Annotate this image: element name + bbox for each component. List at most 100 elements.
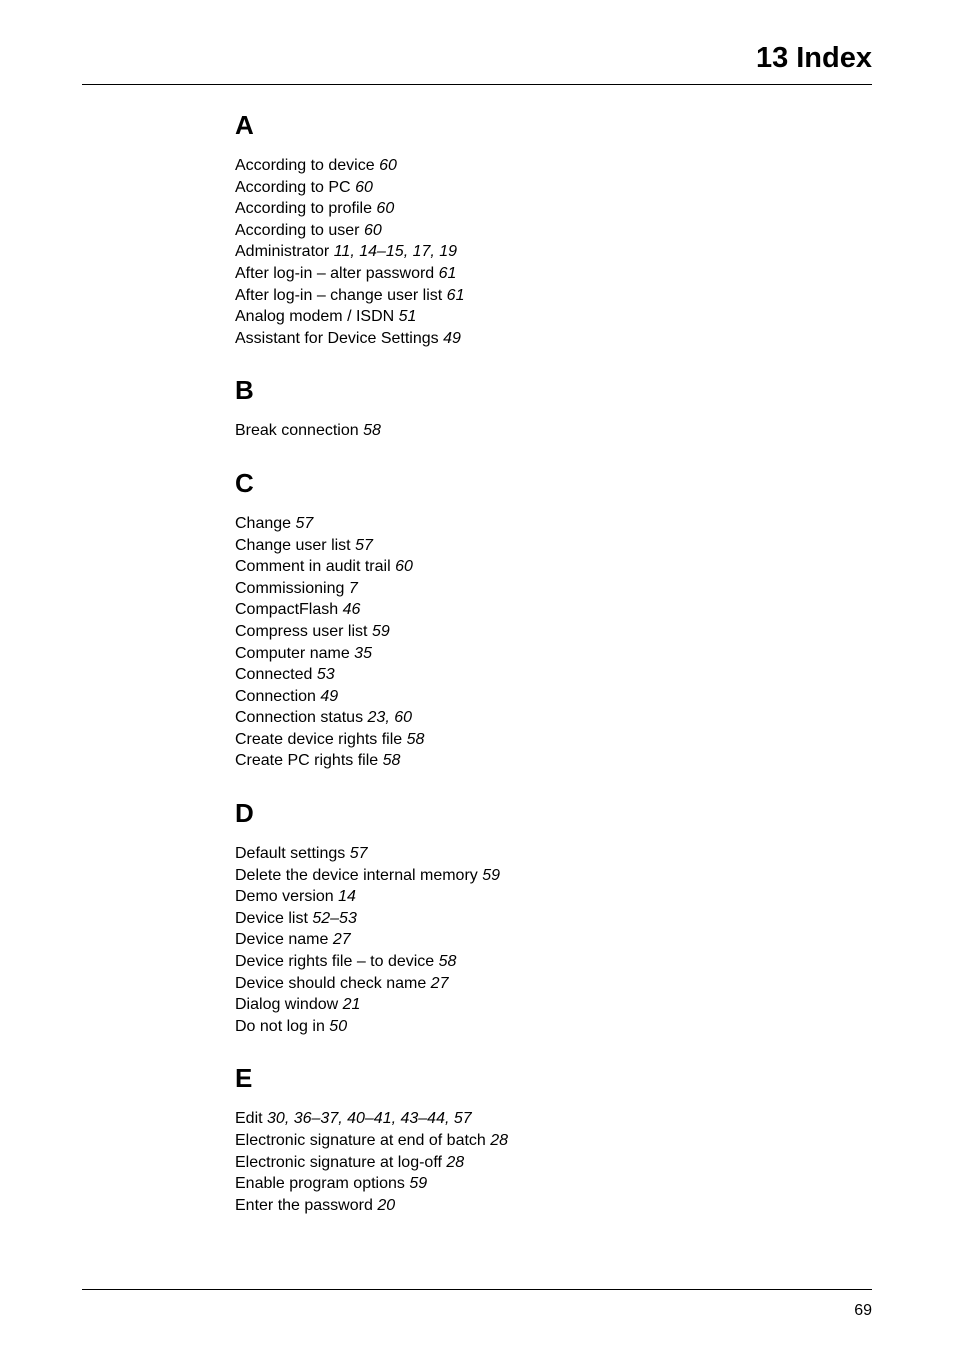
index-term: Assistant for Device Settings	[235, 330, 439, 347]
index-term: Computer name	[235, 645, 350, 662]
index-pages: 58	[407, 731, 425, 748]
index-pages: 20	[377, 1197, 395, 1214]
index-term: Demo version	[235, 888, 334, 905]
index-term: Enable program options	[235, 1175, 405, 1192]
index-entry: Device should check name 27	[235, 973, 872, 995]
index-entry: Demo version 14	[235, 886, 872, 908]
index-entry: Connection 49	[235, 686, 872, 708]
index-entry: Break connection 58	[235, 420, 872, 442]
index-entry: CompactFlash 46	[235, 599, 872, 621]
footer-line	[82, 1289, 872, 1290]
index-entry: Administrator 11, 14–15, 17, 19	[235, 241, 872, 263]
section-heading-e: E	[235, 1063, 872, 1094]
index-term: Administrator	[235, 243, 329, 260]
index-term: Commissioning	[235, 580, 344, 597]
index-term: Default settings	[235, 845, 345, 862]
index-entry: According to device 60	[235, 155, 872, 177]
index-entry: Create PC rights file 58	[235, 750, 872, 772]
page-title: 13 Index	[756, 42, 872, 75]
index-term: Device rights file – to device	[235, 953, 434, 970]
index-entry: Create device rights file 58	[235, 729, 872, 751]
index-entry: According to PC 60	[235, 177, 872, 199]
index-entry: Connection status 23, 60	[235, 707, 872, 729]
index-pages: 51	[399, 308, 417, 325]
index-entry: According to profile 60	[235, 198, 872, 220]
index-pages: 46	[343, 601, 361, 618]
index-entry: Change user list 57	[235, 535, 872, 557]
index-pages: 7	[349, 580, 358, 597]
index-entry: Device name 27	[235, 929, 872, 951]
index-term: Electronic signature at end of batch	[235, 1132, 486, 1149]
index-pages: 59	[482, 867, 500, 884]
index-entry: Comment in audit trail 60	[235, 556, 872, 578]
index-entry: Do not log in 50	[235, 1016, 872, 1038]
index-pages: 60	[376, 200, 394, 217]
index-term: Edit	[235, 1110, 263, 1127]
index-pages: 61	[447, 287, 465, 304]
index-term: Comment in audit trail	[235, 558, 391, 575]
index-term: Do not log in	[235, 1018, 325, 1035]
index-term: Compress user list	[235, 623, 367, 640]
index-term: After log-in – alter password	[235, 265, 434, 282]
index-entry: After log-in – change user list 61	[235, 285, 872, 307]
index-term: Device name	[235, 931, 328, 948]
index-term: Create PC rights file	[235, 752, 378, 769]
index-entry: Electronic signature at end of batch 28	[235, 1130, 872, 1152]
index-term: Enter the password	[235, 1197, 373, 1214]
section-heading-b: B	[235, 375, 872, 406]
index-term: After log-in – change user list	[235, 287, 442, 304]
index-pages: 14	[338, 888, 356, 905]
index-term: Create device rights file	[235, 731, 402, 748]
index-pages: 60	[395, 558, 413, 575]
index-entry: Connected 53	[235, 664, 872, 686]
index-entry: According to user 60	[235, 220, 872, 242]
index-term: Analog modem / ISDN	[235, 308, 394, 325]
index-entry: Compress user list 59	[235, 621, 872, 643]
index-term: Connection	[235, 688, 316, 705]
index-entry: Enable program options 59	[235, 1173, 872, 1195]
index-entry: Change 57	[235, 513, 872, 535]
index-entry: Edit 30, 36–37, 40–41, 43–44, 57	[235, 1108, 872, 1130]
index-term: According to profile	[235, 200, 372, 217]
index-pages: 60	[364, 222, 382, 239]
index-entry: After log-in – alter password 61	[235, 263, 872, 285]
index-term: Break connection	[235, 422, 359, 439]
index-pages: 27	[333, 931, 351, 948]
index-term: Electronic signature at log-off	[235, 1154, 442, 1171]
page-number: 69	[854, 1302, 872, 1320]
index-pages: 58	[363, 422, 381, 439]
index-entry: Device rights file – to device 58	[235, 951, 872, 973]
index-term: Connection status	[235, 709, 363, 726]
index-entry: Analog modem / ISDN 51	[235, 306, 872, 328]
title-underline	[82, 84, 872, 85]
index-entry: Assistant for Device Settings 49	[235, 328, 872, 350]
index-term: According to device	[235, 157, 375, 174]
index-pages: 60	[379, 157, 397, 174]
index-pages: 35	[354, 645, 372, 662]
index-entry: Device list 52–53	[235, 908, 872, 930]
index-term: Device list	[235, 910, 308, 927]
index-pages: 30, 36–37, 40–41, 43–44, 57	[267, 1110, 472, 1127]
index-entry: Dialog window 21	[235, 994, 872, 1016]
index-entry: Default settings 57	[235, 843, 872, 865]
index-term: Delete the device internal memory	[235, 867, 478, 884]
index-pages: 49	[443, 330, 461, 347]
index-pages: 50	[329, 1018, 347, 1035]
index-content: A According to device 60 According to PC…	[235, 110, 872, 1216]
index-pages: 11, 14–15, 17, 19	[334, 243, 457, 260]
index-pages: 60	[355, 179, 373, 196]
index-entry: Electronic signature at log-off 28	[235, 1152, 872, 1174]
index-term: According to user	[235, 222, 360, 239]
index-term: Connected	[235, 666, 312, 683]
index-term: CompactFlash	[235, 601, 338, 618]
index-entry: Enter the password 20	[235, 1195, 872, 1217]
index-entry: Commissioning 7	[235, 578, 872, 600]
index-term: According to PC	[235, 179, 351, 196]
index-pages: 57	[296, 515, 314, 532]
index-term: Change	[235, 515, 291, 532]
index-term: Dialog window	[235, 996, 338, 1013]
index-pages: 52–53	[312, 910, 357, 927]
index-pages: 57	[355, 537, 373, 554]
index-pages: 53	[317, 666, 335, 683]
section-heading-d: D	[235, 798, 872, 829]
